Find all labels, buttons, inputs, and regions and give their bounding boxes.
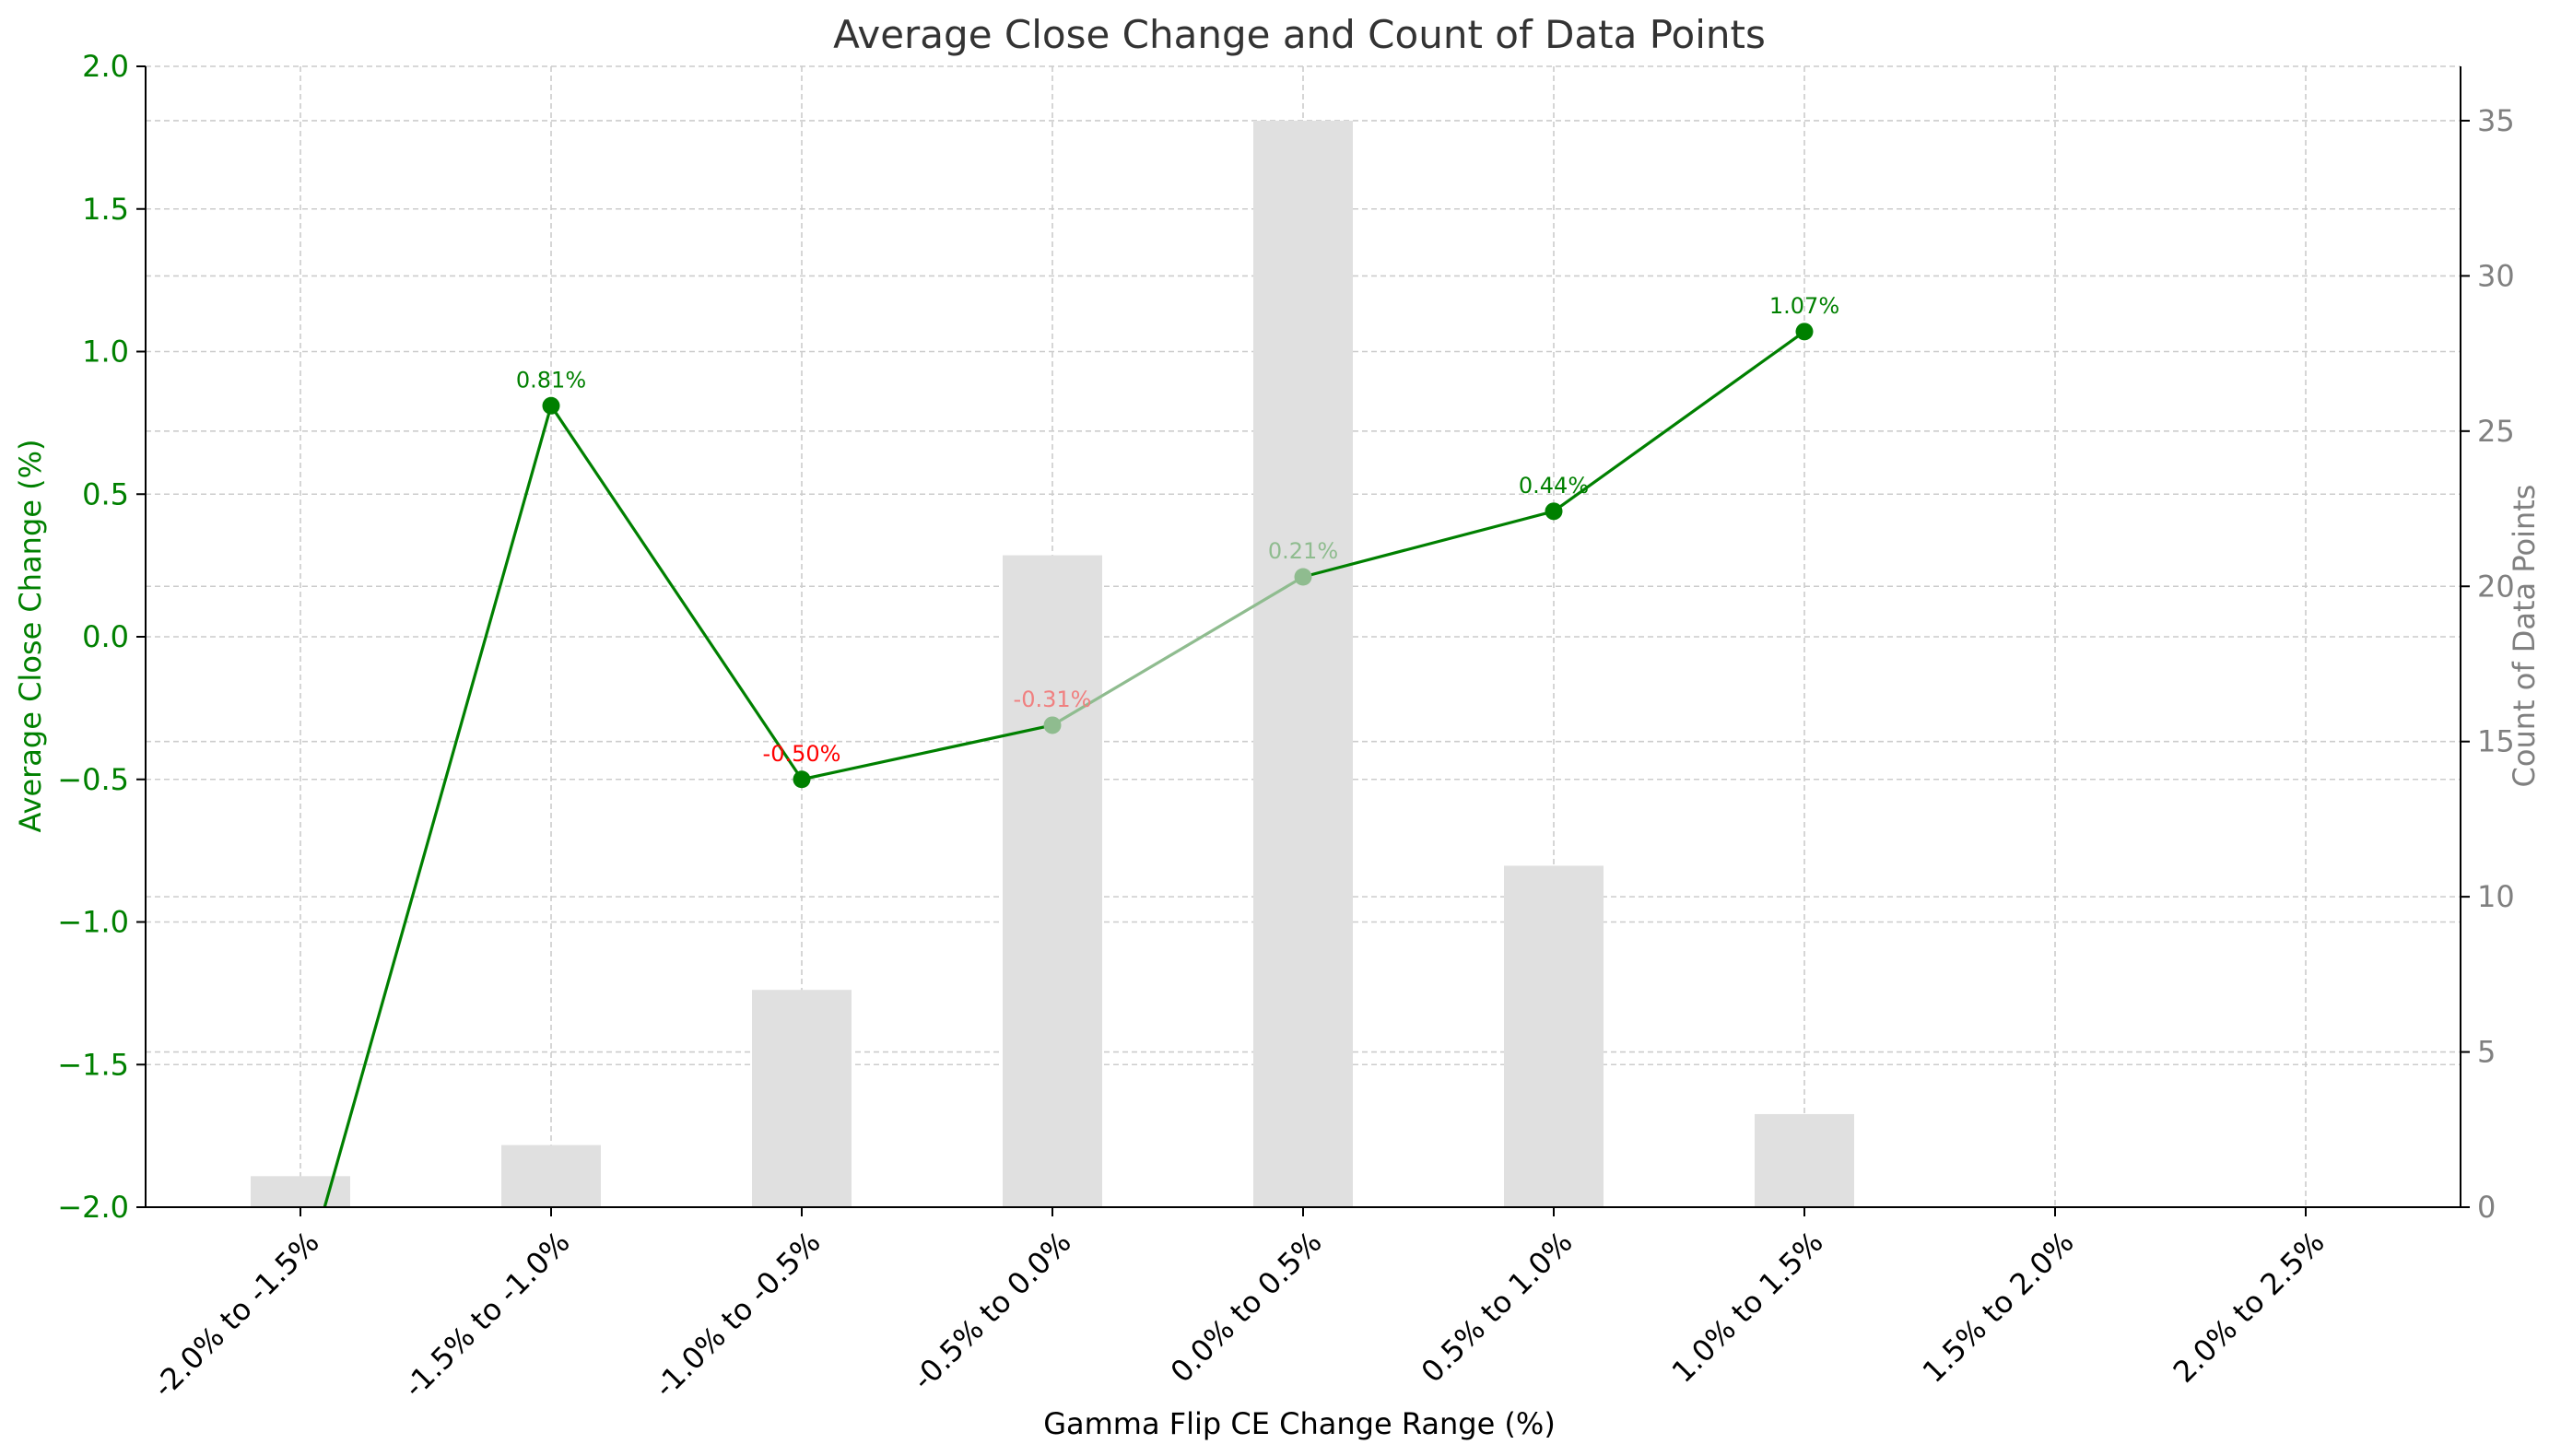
bar-1 [501, 1145, 601, 1207]
line-series [292, 323, 1814, 1301]
right-tick-label-1: 5 [2477, 1035, 2496, 1070]
right-tick-label-2: 10 [2477, 879, 2515, 914]
data-label-4: 0.21% [1268, 538, 1338, 564]
right-axis-label: Count of Data Points [2507, 485, 2542, 788]
line-segment-3 [1051, 575, 1304, 727]
x-tick-label-7: 1.5% to 2.0% [1916, 1225, 2081, 1390]
line-segment-2 [801, 723, 1053, 781]
line-segment-5 [1553, 330, 1805, 513]
left-tick-label-5: 0.5 [82, 476, 129, 511]
chart-title: Average Close Change and Count of Data P… [833, 12, 1766, 57]
bars [251, 120, 1854, 1207]
point-0 [292, 1284, 310, 1301]
data-label-6: 1.07% [1769, 293, 1839, 319]
line-segment-0 [323, 405, 553, 1207]
point-6 [1795, 323, 1814, 341]
bar-3 [1003, 555, 1102, 1207]
x-tick-label-2: -1.0% to -0.5% [647, 1225, 827, 1404]
x-tick-label-5: 0.5% to 1.0% [1415, 1225, 1580, 1390]
right-tick-label-6: 30 [2477, 258, 2515, 293]
left-axis-label: Average Close Change (%) [13, 440, 48, 833]
x-axis-label: Gamma Flip CE Change Range (%) [1043, 1406, 1556, 1441]
left-tick-label-8: 2.0 [82, 49, 129, 84]
data-label-5: 0.44% [1519, 473, 1589, 499]
point-4 [1294, 568, 1312, 586]
data-label-3: -0.31% [1014, 687, 1092, 712]
x-tick-label-3: -0.5% to 0.0% [906, 1225, 1078, 1397]
left-tick-label-7: 1.5 [82, 192, 129, 227]
x-tick-label-4: 0.0% to 0.5% [1164, 1225, 1329, 1390]
point-3 [1043, 716, 1062, 734]
x-tick-label-1: -1.5% to -1.0% [396, 1225, 576, 1404]
right-tick-label-0: 0 [2477, 1190, 2496, 1225]
right-tick-label-4: 20 [2477, 569, 2515, 604]
point-5 [1545, 502, 1563, 521]
left-tick-label-0: −2.0 [57, 1190, 129, 1225]
left-tick-label-1: −1.5 [57, 1047, 129, 1082]
point-1 [542, 396, 560, 415]
left-tick-label-4: 0.0 [82, 619, 129, 654]
point-2 [793, 770, 811, 789]
left-tick-label-3: −0.5 [57, 762, 129, 797]
right-tick-label-7: 35 [2477, 103, 2515, 138]
left-tick-label-2: −1.0 [57, 905, 129, 940]
bar-0 [251, 1176, 350, 1207]
bar-4 [1253, 120, 1353, 1207]
data-label-1: 0.81% [516, 367, 586, 393]
x-tick-label-6: 1.0% to 1.5% [1665, 1225, 1830, 1390]
right-tick-label-3: 15 [2477, 724, 2515, 759]
bar-5 [1504, 865, 1604, 1207]
x-tick-label-0: -2.0% to -1.5% [146, 1225, 325, 1404]
bar-6 [1755, 1113, 1854, 1207]
left-tick-label-6: 1.0 [82, 335, 129, 370]
line-segment-1 [549, 405, 804, 781]
bar-2 [752, 990, 852, 1207]
x-tick-label-8: 2.0% to 2.5% [2167, 1225, 2332, 1390]
line-segment-4 [1302, 510, 1555, 579]
data-label-2: -0.50% [763, 741, 841, 767]
right-tick-label-5: 25 [2477, 414, 2515, 449]
